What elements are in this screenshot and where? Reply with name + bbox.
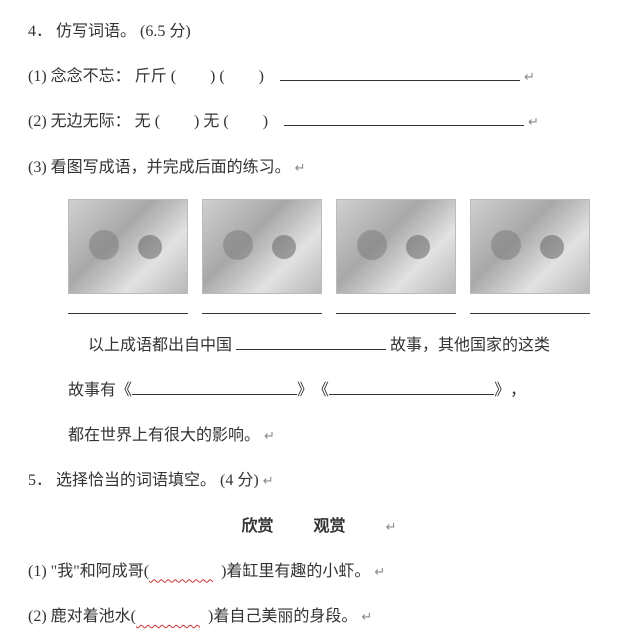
q5-choice-a: 欣赏 <box>242 518 274 535</box>
q4-s3-image-underlines <box>28 300 610 314</box>
q5-title-text: 选择恰当的词语填空。 <box>56 472 216 489</box>
q4-s3-sentence-line3: 都在世界上有很大的影响。 ↵ <box>28 422 610 449</box>
q4-s3-text: 看图写成语，并完成后面的练习。 <box>51 159 291 176</box>
open-quote-1: 《 <box>116 377 132 404</box>
return-mark: ↵ <box>524 69 535 84</box>
return-mark: ↵ <box>264 428 275 443</box>
q4-s1-pattern: 斤斤 <box>135 68 167 85</box>
close-quote-1: 》 <box>297 377 313 404</box>
question-4-title: 4． 仿写词语。 (6.5 分) <box>28 18 610 45</box>
idiom-blank-4[interactable] <box>470 300 590 314</box>
q5-s1-pre: "我"和阿成哥( <box>51 563 149 580</box>
q4-score: (6.5 分) <box>140 23 191 40</box>
return-mark: ↵ <box>528 114 539 129</box>
q4-s2-label: (2) <box>28 113 47 130</box>
q4-s3-images <box>28 199 610 294</box>
q4-s3-book-blank-2[interactable] <box>329 379 494 395</box>
q4-s3-e: 都在世界上有很大的影响。 <box>68 427 260 444</box>
return-mark: ↵ <box>295 160 306 175</box>
q5-choices: 欣赏 观赏 ↵ <box>28 513 610 540</box>
q4-s2-example: 无边无际： <box>51 113 131 130</box>
idiom-image-3 <box>336 199 456 294</box>
idiom-image-4 <box>470 199 590 294</box>
q4-s3-label: (3) <box>28 159 47 176</box>
q5-s1-blank[interactable] <box>149 558 221 574</box>
idiom-blank-2[interactable] <box>202 300 322 314</box>
q4-s2-underline[interactable] <box>284 110 524 126</box>
q5-sub1: (1) "我"和阿成哥( )着缸里有趣的小虾。 ↵ <box>28 558 610 585</box>
return-mark: ↵ <box>374 564 385 579</box>
q4-s2-p2: 无 <box>203 113 219 130</box>
q4-s3-sentence-line2: 故事有 《 》 《 》 ， <box>28 377 610 404</box>
q4-s3-sentence-line1: 以上成语都出自中国 故事，其他国家的这类 <box>28 332 610 359</box>
q5-s2-pre: 鹿对着池水( <box>51 608 136 625</box>
question-5-title: 5． 选择恰当的词语填空。 (4 分) ↵ <box>28 467 610 494</box>
close-quote-2: 》 <box>494 377 510 404</box>
q4-s3-blank-story[interactable] <box>236 334 386 350</box>
return-mark: ↵ <box>386 519 397 534</box>
q5-s2-label: (2) <box>28 608 47 625</box>
q5-sub2: (2) 鹿对着池水( )着自己美丽的身段。 ↵ <box>28 603 610 630</box>
q4-s3-a: 以上成语都出自中国 <box>88 337 232 354</box>
q5-s1-label: (1) <box>28 563 47 580</box>
return-mark: ↵ <box>263 473 274 488</box>
q4-sub3-title: (3) 看图写成语，并完成后面的练习。 ↵ <box>28 154 610 181</box>
q5-s1-post: )着缸里有趣的小虾。 <box>221 563 370 580</box>
q4-s1-underline[interactable] <box>280 65 520 81</box>
q4-s2-p1: 无 <box>135 113 151 130</box>
idiom-image-2 <box>202 199 322 294</box>
q5-score: (4 分) <box>220 472 259 489</box>
idiom-blank-3[interactable] <box>336 300 456 314</box>
q4-s1-paren2[interactable]: ( ) <box>219 68 264 85</box>
q4-sub2: (2) 无边无际： 无 ( ) 无 ( ) ↵ <box>28 108 610 135</box>
q4-s1-label: (1) <box>28 68 47 85</box>
open-quote-2: 《 <box>313 377 329 404</box>
q4-s2-paren1[interactable]: ( ) <box>155 113 200 130</box>
idiom-image-1 <box>68 199 188 294</box>
idiom-blank-1[interactable] <box>68 300 188 314</box>
return-mark: ↵ <box>361 609 372 624</box>
q4-s3-d: ， <box>510 377 526 404</box>
q4-s2-paren2[interactable]: ( ) <box>223 113 268 130</box>
q5-s2-post: )着自己美丽的身段。 <box>208 608 357 625</box>
q4-number: 4． <box>28 23 52 40</box>
q5-number: 5． <box>28 472 52 489</box>
q4-s3-b: 故事，其他国家的这类 <box>390 337 550 354</box>
q4-title-text: 仿写词语。 <box>56 23 136 40</box>
q4-s3-c: 故事有 <box>68 377 116 404</box>
q5-choice-b: 观赏 <box>314 518 346 535</box>
q4-s1-example: 念念不忘： <box>51 68 131 85</box>
q4-s1-paren1[interactable]: ( ) <box>171 68 216 85</box>
q4-s3-book-blank-1[interactable] <box>132 379 297 395</box>
q5-s2-blank[interactable] <box>136 603 208 619</box>
q4-sub1: (1) 念念不忘： 斤斤 ( ) ( ) ↵ <box>28 63 610 90</box>
